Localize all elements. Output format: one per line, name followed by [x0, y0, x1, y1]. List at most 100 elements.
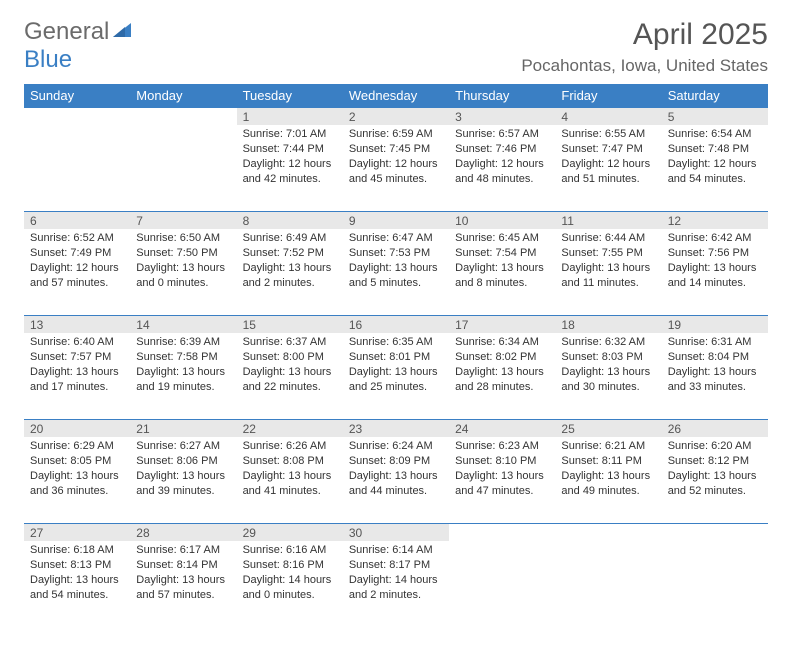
sunrise-text: Sunrise: 6:31 AM: [668, 335, 762, 350]
logo: GeneralBlue: [24, 18, 133, 74]
sunrise-text: Sunrise: 6:27 AM: [136, 439, 230, 454]
sunset-text: Sunset: 7:52 PM: [243, 246, 337, 261]
daylight-text: Daylight: 13 hours and 25 minutes.: [349, 365, 443, 395]
daylight-text: Daylight: 13 hours and 19 minutes.: [136, 365, 230, 395]
day-number: 15: [237, 315, 343, 333]
daylight-text: Daylight: 13 hours and 5 minutes.: [349, 261, 443, 291]
sunrise-text: Sunrise: 6:29 AM: [30, 439, 124, 454]
sunset-text: Sunset: 7:55 PM: [561, 246, 655, 261]
day-body: Sunrise: 6:27 AMSunset: 8:06 PMDaylight:…: [130, 437, 236, 505]
col-tuesday: Tuesday: [237, 84, 343, 107]
day-number: [662, 523, 768, 541]
col-thursday: Thursday: [449, 84, 555, 107]
sunrise-text: Sunrise: 6:18 AM: [30, 543, 124, 558]
header-row: Sunday Monday Tuesday Wednesday Thursday…: [24, 84, 768, 107]
day-number: 27: [24, 523, 130, 541]
sunrise-text: Sunrise: 6:24 AM: [349, 439, 443, 454]
sunset-text: Sunset: 8:10 PM: [455, 454, 549, 469]
sunrise-text: Sunrise: 6:34 AM: [455, 335, 549, 350]
sunset-text: Sunset: 7:58 PM: [136, 350, 230, 365]
daylight-text: Daylight: 13 hours and 52 minutes.: [668, 469, 762, 499]
day-body: Sunrise: 6:24 AMSunset: 8:09 PMDaylight:…: [343, 437, 449, 505]
day-number: 8: [237, 211, 343, 229]
col-monday: Monday: [130, 84, 236, 107]
sunset-text: Sunset: 8:02 PM: [455, 350, 549, 365]
sunrise-text: Sunrise: 6:52 AM: [30, 231, 124, 246]
sunset-text: Sunset: 7:49 PM: [30, 246, 124, 261]
day-body: Sunrise: 6:35 AMSunset: 8:01 PMDaylight:…: [343, 333, 449, 401]
sunset-text: Sunset: 7:57 PM: [30, 350, 124, 365]
day-body: [449, 541, 555, 609]
day-number: 6: [24, 211, 130, 229]
sunrise-text: Sunrise: 6:42 AM: [668, 231, 762, 246]
sunset-text: Sunset: 8:08 PM: [243, 454, 337, 469]
day-number: 1: [237, 107, 343, 125]
sunrise-text: Sunrise: 6:37 AM: [243, 335, 337, 350]
sunrise-text: Sunrise: 6:20 AM: [668, 439, 762, 454]
day-number: 18: [555, 315, 661, 333]
sunrise-text: Sunrise: 6:59 AM: [349, 127, 443, 142]
day-number: 20: [24, 419, 130, 437]
sunrise-text: Sunrise: 6:55 AM: [561, 127, 655, 142]
day-number: 11: [555, 211, 661, 229]
day-body: Sunrise: 6:21 AMSunset: 8:11 PMDaylight:…: [555, 437, 661, 505]
sunrise-text: Sunrise: 6:35 AM: [349, 335, 443, 350]
day-number: 29: [237, 523, 343, 541]
day-number: [24, 107, 130, 125]
sunset-text: Sunset: 8:13 PM: [30, 558, 124, 573]
daylight-text: Daylight: 12 hours and 51 minutes.: [561, 157, 655, 187]
day-number: 7: [130, 211, 236, 229]
week-body-row: Sunrise: 6:29 AMSunset: 8:05 PMDaylight:…: [24, 437, 768, 523]
daylight-text: Daylight: 13 hours and 8 minutes.: [455, 261, 549, 291]
day-body: Sunrise: 6:50 AMSunset: 7:50 PMDaylight:…: [130, 229, 236, 297]
day-body: Sunrise: 6:42 AMSunset: 7:56 PMDaylight:…: [662, 229, 768, 297]
day-number: 23: [343, 419, 449, 437]
day-number: 13: [24, 315, 130, 333]
sunrise-text: Sunrise: 6:21 AM: [561, 439, 655, 454]
day-body: Sunrise: 6:59 AMSunset: 7:45 PMDaylight:…: [343, 125, 449, 193]
daylight-text: Daylight: 13 hours and 17 minutes.: [30, 365, 124, 395]
daylight-text: Daylight: 13 hours and 22 minutes.: [243, 365, 337, 395]
day-body: Sunrise: 6:20 AMSunset: 8:12 PMDaylight:…: [662, 437, 768, 505]
week-daynum-row: 13141516171819: [24, 315, 768, 333]
daylight-text: Daylight: 13 hours and 41 minutes.: [243, 469, 337, 499]
month-title: April 2025: [521, 18, 768, 52]
day-body: Sunrise: 6:57 AMSunset: 7:46 PMDaylight:…: [449, 125, 555, 193]
day-number: 16: [343, 315, 449, 333]
logo-part1: General: [24, 18, 109, 45]
sunrise-text: Sunrise: 6:32 AM: [561, 335, 655, 350]
sunset-text: Sunset: 8:17 PM: [349, 558, 443, 573]
sunrise-text: Sunrise: 6:54 AM: [668, 127, 762, 142]
sunset-text: Sunset: 7:48 PM: [668, 142, 762, 157]
sunrise-text: Sunrise: 6:50 AM: [136, 231, 230, 246]
week-daynum-row: 20212223242526: [24, 419, 768, 437]
day-body: Sunrise: 6:40 AMSunset: 7:57 PMDaylight:…: [24, 333, 130, 401]
day-number: 22: [237, 419, 343, 437]
week-body-row: Sunrise: 6:52 AMSunset: 7:49 PM Daylight:…: [24, 229, 768, 315]
day-number: 9: [343, 211, 449, 229]
day-number: 21: [130, 419, 236, 437]
calendar-table: Sunday Monday Tuesday Wednesday Thursday…: [24, 84, 768, 627]
sunrise-text: Sunrise: 6:45 AM: [455, 231, 549, 246]
sunset-text: Sunset: 8:00 PM: [243, 350, 337, 365]
daylight-text: Daylight: 13 hours and 49 minutes.: [561, 469, 655, 499]
daylight-text: Daylight: 12 hours and 54 minutes.: [668, 157, 762, 187]
day-number: 28: [130, 523, 236, 541]
daylight-text: Daylight: 14 hours and 0 minutes.: [243, 573, 337, 603]
day-body: [130, 125, 236, 193]
day-body: [662, 541, 768, 609]
day-body: Sunrise: 6:31 AMSunset: 8:04 PMDaylight:…: [662, 333, 768, 401]
sunset-text: Sunset: 7:53 PM: [349, 246, 443, 261]
day-body: Sunrise: 6:52 AMSunset: 7:49 PMDaylight:…: [24, 229, 130, 297]
day-body: Sunrise: 6:34 AMSunset: 8:02 PMDaylight:…: [449, 333, 555, 401]
title-block: April 2025 Pocahontas, Iowa, United Stat…: [521, 18, 768, 76]
col-wednesday: Wednesday: [343, 84, 449, 107]
daylight-text: Daylight: 14 hours and 2 minutes.: [349, 573, 443, 603]
day-number: [555, 523, 661, 541]
sunset-text: Sunset: 8:12 PM: [668, 454, 762, 469]
daylight-text: Daylight: 13 hours and 2 minutes.: [243, 261, 337, 291]
daylight-text: Daylight: 12 hours and 48 minutes.: [455, 157, 549, 187]
day-body: Sunrise: 6:37 AMSunset: 8:00 PMDaylight:…: [237, 333, 343, 401]
day-body: [555, 541, 661, 609]
logo-text: GeneralBlue: [24, 18, 133, 74]
